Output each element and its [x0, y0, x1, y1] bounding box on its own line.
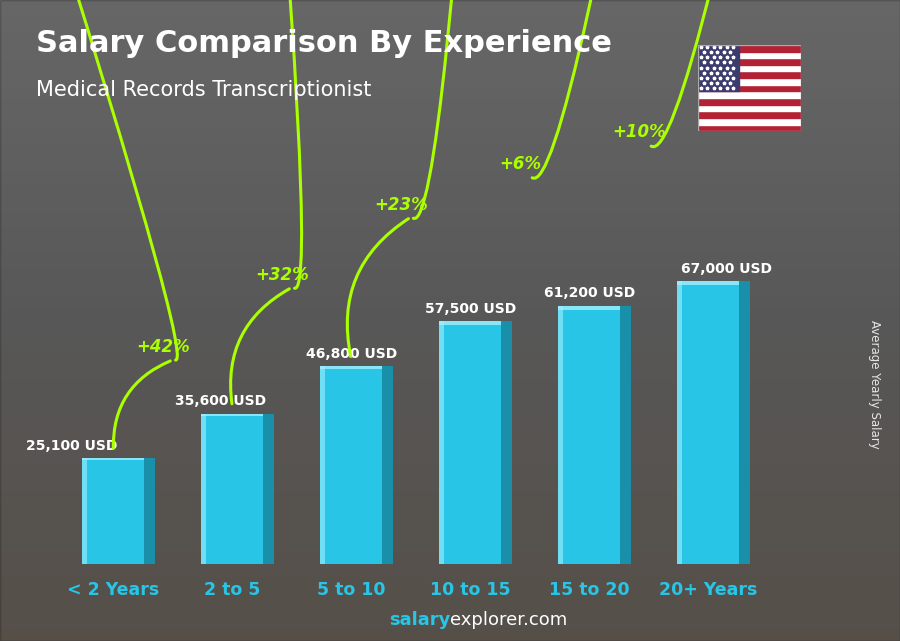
Bar: [202, 413, 206, 564]
Bar: [558, 306, 620, 310]
Bar: [320, 367, 382, 369]
FancyBboxPatch shape: [678, 281, 739, 564]
Bar: [698, 118, 801, 125]
Polygon shape: [144, 458, 156, 564]
Polygon shape: [382, 367, 393, 564]
Polygon shape: [739, 281, 751, 564]
Bar: [698, 45, 739, 92]
Polygon shape: [501, 321, 512, 564]
Text: +6%: +6%: [500, 155, 541, 173]
Bar: [698, 51, 801, 58]
Text: salary: salary: [389, 612, 450, 629]
Bar: [558, 306, 563, 564]
Text: 67,000 USD: 67,000 USD: [680, 262, 771, 276]
Bar: [678, 281, 682, 564]
Bar: [698, 85, 801, 92]
Text: 46,800 USD: 46,800 USD: [306, 347, 397, 361]
Text: +23%: +23%: [374, 196, 428, 213]
Bar: [439, 321, 501, 325]
Bar: [678, 281, 739, 285]
Bar: [698, 58, 801, 65]
Bar: [698, 72, 801, 78]
Text: Average Yearly Salary: Average Yearly Salary: [868, 320, 881, 449]
Bar: [698, 65, 801, 72]
Text: 25,100 USD: 25,100 USD: [26, 438, 117, 453]
Bar: [83, 458, 87, 564]
Polygon shape: [620, 306, 631, 564]
Bar: [698, 98, 801, 104]
Text: explorer.com: explorer.com: [450, 612, 567, 629]
Bar: [202, 413, 264, 416]
Text: 35,600 USD: 35,600 USD: [175, 394, 266, 408]
FancyBboxPatch shape: [439, 321, 501, 564]
Bar: [698, 92, 801, 98]
Bar: [698, 125, 801, 131]
Bar: [698, 45, 801, 51]
Text: Salary Comparison By Experience: Salary Comparison By Experience: [36, 29, 612, 58]
Text: Medical Records Transcriptionist: Medical Records Transcriptionist: [36, 80, 372, 100]
FancyBboxPatch shape: [320, 367, 382, 564]
FancyBboxPatch shape: [558, 306, 620, 564]
Text: +10%: +10%: [612, 123, 666, 141]
Bar: [83, 458, 144, 460]
Text: +42%: +42%: [137, 338, 190, 356]
Bar: [698, 104, 801, 112]
Text: 61,200 USD: 61,200 USD: [544, 287, 634, 300]
Bar: [439, 321, 445, 564]
Bar: [698, 112, 801, 118]
Polygon shape: [264, 413, 274, 564]
Text: +32%: +32%: [256, 266, 310, 284]
FancyBboxPatch shape: [202, 413, 264, 564]
FancyBboxPatch shape: [83, 458, 144, 564]
Bar: [320, 367, 325, 564]
Bar: [698, 78, 801, 85]
Text: 57,500 USD: 57,500 USD: [425, 302, 516, 316]
